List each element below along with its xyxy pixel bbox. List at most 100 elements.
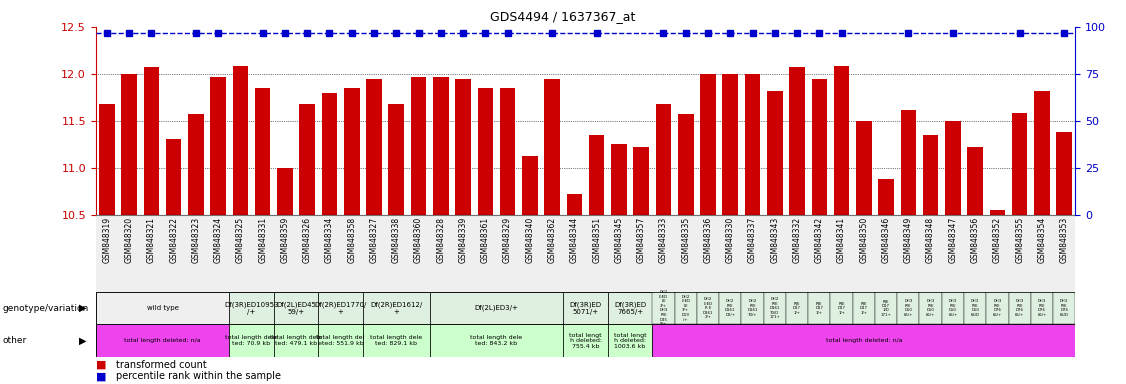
Text: GSM848333: GSM848333 [659, 217, 668, 263]
Bar [251, 215, 274, 292]
Text: R|E
D17
1/D
171+: R|E D17 1/D 171+ [881, 299, 892, 317]
Text: Df(3
R)E
D50
65/+: Df(3 R)E D50 65/+ [926, 299, 936, 317]
Bar [366, 79, 382, 215]
Text: Df(2L)ED3/+: Df(2L)ED3/+ [474, 305, 518, 311]
Text: total lengt
h deleted:
1003.6 kb: total lengt h deleted: 1003.6 kb [614, 333, 646, 349]
Bar [655, 104, 671, 215]
Bar [343, 88, 359, 215]
Text: wild type: wild type [146, 305, 178, 311]
Text: GSM848323: GSM848323 [191, 217, 200, 263]
Text: R|E
D17
1/+: R|E D17 1/+ [838, 301, 846, 315]
Bar [1053, 215, 1075, 292]
Bar [652, 292, 674, 324]
Bar [1030, 215, 1053, 292]
Text: GSM848358: GSM848358 [347, 217, 356, 263]
Bar [990, 210, 1006, 215]
Bar [319, 324, 363, 357]
Bar [897, 215, 920, 292]
Text: Df(2R)ED1612/
+: Df(2R)ED1612/ + [370, 301, 422, 315]
Bar [697, 292, 720, 324]
Bar [830, 215, 852, 292]
Bar [611, 144, 627, 215]
Bar [500, 88, 516, 215]
Bar [408, 215, 430, 292]
Bar [986, 292, 1009, 324]
Text: Df(3
R)E
D50
65/+: Df(3 R)E D50 65/+ [948, 299, 957, 317]
Bar [697, 215, 720, 292]
Text: ▶: ▶ [79, 303, 87, 313]
Bar [363, 292, 430, 324]
Bar [166, 139, 181, 215]
Text: Df(2R)ED1770/
+: Df(2R)ED1770/ + [314, 301, 367, 315]
Bar [723, 74, 738, 215]
Bar [631, 215, 652, 292]
Text: GSM848338: GSM848338 [392, 217, 401, 263]
Text: GSM848331: GSM848331 [258, 217, 267, 263]
Bar [674, 215, 697, 292]
Text: GSM848321: GSM848321 [146, 217, 155, 263]
Text: Df(2L)ED45
59/+: Df(2L)ED45 59/+ [276, 301, 316, 315]
Bar [608, 215, 631, 292]
Text: GSM848352: GSM848352 [993, 217, 1002, 263]
Bar [901, 110, 917, 215]
Bar [741, 215, 763, 292]
Bar [341, 215, 363, 292]
Text: ▶: ▶ [79, 336, 87, 346]
Text: total length del
eted: 551.9 kb: total length del eted: 551.9 kb [316, 335, 365, 346]
Text: GSM848356: GSM848356 [971, 217, 980, 263]
Bar [319, 215, 341, 292]
Text: Df(2
L)ED
LE
3/+
Df(3
R)E
D45
9/+: Df(2 L)ED LE 3/+ Df(3 R)E D45 9/+ [659, 290, 668, 326]
Text: GSM848354: GSM848354 [1037, 217, 1046, 263]
Bar [652, 324, 1075, 357]
Bar [185, 215, 207, 292]
Bar [296, 215, 319, 292]
Bar [497, 215, 519, 292]
Text: GSM848322: GSM848322 [169, 217, 178, 263]
Bar [763, 215, 786, 292]
Text: Df(3
R)E
D76
65/D: Df(3 R)E D76 65/D [1060, 299, 1069, 317]
Bar [767, 91, 783, 215]
Bar [430, 324, 563, 357]
Text: Df(3
R)E
D50
65/D: Df(3 R)E D50 65/D [971, 299, 980, 317]
Bar [720, 292, 741, 324]
Text: GSM848340: GSM848340 [526, 217, 535, 263]
Bar [786, 292, 808, 324]
Bar [986, 215, 1009, 292]
Bar [923, 135, 938, 215]
Bar [763, 292, 786, 324]
Bar [277, 168, 293, 215]
Bar [789, 67, 805, 215]
Text: total length dele
ted: 479.1 kb: total length dele ted: 479.1 kb [270, 335, 322, 346]
Bar [319, 292, 363, 324]
Text: Df(2
L)ED
R E
D161
2/+: Df(2 L)ED R E D161 2/+ [703, 297, 713, 319]
Text: other: other [2, 336, 27, 345]
Bar [964, 292, 986, 324]
Bar [856, 121, 872, 215]
Bar [96, 292, 230, 324]
Text: GSM848326: GSM848326 [303, 217, 312, 263]
Text: GSM848359: GSM848359 [280, 217, 289, 263]
Text: GSM848343: GSM848343 [770, 217, 779, 263]
Bar [852, 215, 875, 292]
Text: Df(2
R)E
D161
70/+: Df(2 R)E D161 70/+ [748, 299, 758, 317]
Bar [1009, 215, 1030, 292]
Text: genotype/variation: genotype/variation [2, 304, 89, 313]
Bar [652, 215, 674, 292]
Text: GSM848320: GSM848320 [125, 217, 134, 263]
Text: Df(3
R)E
D76
65/+: Df(3 R)E D76 65/+ [1015, 299, 1025, 317]
Bar [833, 66, 849, 215]
Bar [96, 324, 230, 357]
Text: total length dele
ted: 829.1 kb: total length dele ted: 829.1 kb [370, 335, 422, 346]
Bar [144, 67, 159, 215]
Text: Df(3R)ED
5071/+: Df(3R)ED 5071/+ [570, 301, 601, 315]
Text: GSM848346: GSM848346 [882, 217, 891, 263]
Text: ■: ■ [96, 371, 109, 381]
Text: GSM848337: GSM848337 [748, 217, 757, 263]
Bar [741, 292, 763, 324]
Bar [207, 215, 230, 292]
Text: GSM848355: GSM848355 [1016, 217, 1025, 263]
Text: Df(3R)ED10953
/+: Df(3R)ED10953 /+ [224, 301, 279, 315]
Text: Df(3
R)E
D76
65/+: Df(3 R)E D76 65/+ [993, 299, 1002, 317]
Text: ■: ■ [96, 360, 109, 370]
Text: GSM848332: GSM848332 [793, 217, 802, 263]
